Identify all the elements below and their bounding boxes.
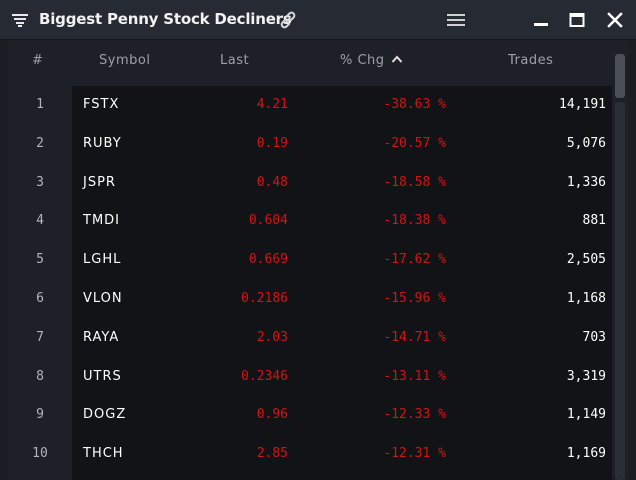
row-last: 0.96 bbox=[256, 407, 288, 423]
row-trades: 14,191 bbox=[559, 97, 606, 112]
scrollbar-thumb[interactable] bbox=[615, 54, 625, 98]
row-pct-change: -13.11 % bbox=[383, 368, 446, 384]
filter-list-icon[interactable] bbox=[12, 13, 28, 27]
row-trades: 3,319 bbox=[566, 368, 606, 384]
hamburger-menu-icon[interactable] bbox=[446, 12, 466, 28]
table-row[interactable]: 2 RUBY 0.19 -20.57 % 5,076 bbox=[8, 125, 612, 164]
row-pct-change: -38.63 % bbox=[383, 97, 446, 112]
column-header-trades[interactable]: Trades bbox=[508, 53, 554, 68]
row-number: 8 bbox=[36, 368, 44, 384]
window-title: Biggest Penny Stock Decliners bbox=[39, 10, 292, 28]
row-pct-change: -18.38 % bbox=[383, 213, 446, 229]
table-row[interactable]: 9 DOGZ 0.96 -12.33 % 1,149 bbox=[8, 396, 612, 435]
close-icon[interactable] bbox=[607, 12, 623, 28]
row-last: 2.85 bbox=[256, 446, 288, 462]
scrollbar-track[interactable] bbox=[615, 102, 625, 480]
row-symbol: RAYA bbox=[83, 329, 120, 345]
grid-body-background bbox=[72, 86, 620, 480]
row-pct-change: -12.33 % bbox=[383, 407, 446, 423]
row-trades: 881 bbox=[582, 213, 606, 229]
column-header-num[interactable]: # bbox=[32, 53, 44, 68]
row-number: 9 bbox=[36, 407, 44, 423]
row-pct-change: -15.96 % bbox=[383, 291, 446, 306]
table-row[interactable]: 1 FSTX 4.21 -38.63 % 14,191 bbox=[8, 86, 612, 125]
table-row[interactable]: 10 THCH 2.85 -12.31 % 1,169 bbox=[8, 435, 612, 474]
column-header-symbol[interactable]: Symbol bbox=[99, 53, 151, 68]
row-symbol: UTRS bbox=[83, 368, 122, 384]
row-last: 0.19 bbox=[256, 135, 288, 151]
minimize-icon[interactable] bbox=[532, 12, 550, 28]
row-symbol: FSTX bbox=[83, 97, 120, 112]
row-number: 3 bbox=[36, 174, 44, 190]
row-last: 4.21 bbox=[256, 97, 288, 112]
table-row[interactable]: 6 VLON 0.2186 -15.96 % 1,168 bbox=[8, 280, 612, 319]
link-icon[interactable] bbox=[278, 10, 298, 30]
row-number: 7 bbox=[36, 329, 44, 345]
row-last: 0.48 bbox=[256, 174, 288, 190]
row-number: 4 bbox=[36, 213, 44, 229]
vertical-scrollbar[interactable] bbox=[612, 54, 628, 480]
row-number: 6 bbox=[36, 291, 44, 306]
row-pct-change: -14.71 % bbox=[383, 329, 446, 345]
maximize-icon[interactable] bbox=[569, 12, 585, 28]
row-trades: 5,076 bbox=[566, 135, 606, 151]
grid-panel: # Symbol Last % Chg Trades 1 FSTX 4.21 -… bbox=[8, 40, 628, 480]
row-symbol: JSPR bbox=[83, 174, 116, 190]
table-row[interactable]: 7 RAYA 2.03 -14.71 % 703 bbox=[8, 319, 612, 358]
row-trades: 703 bbox=[582, 329, 606, 345]
table-row[interactable]: 8 UTRS 0.2346 -13.11 % 3,319 bbox=[8, 358, 612, 397]
row-last: 0.669 bbox=[248, 252, 288, 268]
row-symbol: LGHL bbox=[83, 252, 122, 268]
chevron-up-icon bbox=[391, 55, 403, 63]
row-symbol: TMDI bbox=[83, 213, 121, 229]
table-row[interactable]: 4 TMDI 0.604 -18.38 % 881 bbox=[8, 202, 612, 241]
row-symbol: THCH bbox=[83, 446, 124, 462]
row-trades: 1,149 bbox=[566, 407, 606, 423]
row-number: 1 bbox=[36, 97, 44, 112]
row-number: 10 bbox=[32, 446, 48, 462]
row-last: 2.03 bbox=[256, 329, 288, 345]
row-pct-change: -12.31 % bbox=[383, 446, 446, 462]
row-pct-change: -20.57 % bbox=[383, 135, 446, 151]
table-row[interactable]: 5 LGHL 0.669 -17.62 % 2,505 bbox=[8, 241, 612, 280]
row-symbol: RUBY bbox=[83, 135, 122, 151]
row-trades: 1,169 bbox=[566, 446, 606, 462]
row-trades: 1,168 bbox=[566, 291, 606, 306]
row-last: 0.2186 bbox=[241, 291, 288, 306]
column-header-chg-label: % Chg bbox=[340, 53, 385, 68]
table-header: # Symbol Last % Chg Trades bbox=[8, 40, 612, 86]
row-number: 2 bbox=[36, 135, 44, 151]
window-titlebar: Biggest Penny Stock Decliners bbox=[0, 0, 636, 40]
row-trades: 2,505 bbox=[566, 252, 606, 268]
column-header-last[interactable]: Last bbox=[220, 53, 250, 68]
row-symbol: DOGZ bbox=[83, 407, 127, 423]
row-last: 0.604 bbox=[248, 213, 288, 229]
row-number: 5 bbox=[36, 252, 44, 268]
column-header-chg[interactable]: % Chg bbox=[340, 53, 403, 68]
row-symbol: VLON bbox=[83, 291, 123, 306]
table-row[interactable]: 3 JSPR 0.48 -18.58 % 1,336 bbox=[8, 164, 612, 203]
row-pct-change: -18.58 % bbox=[383, 174, 446, 190]
row-trades: 1,336 bbox=[566, 174, 606, 190]
row-pct-change: -17.62 % bbox=[383, 252, 446, 268]
row-last: 0.2346 bbox=[241, 368, 288, 384]
